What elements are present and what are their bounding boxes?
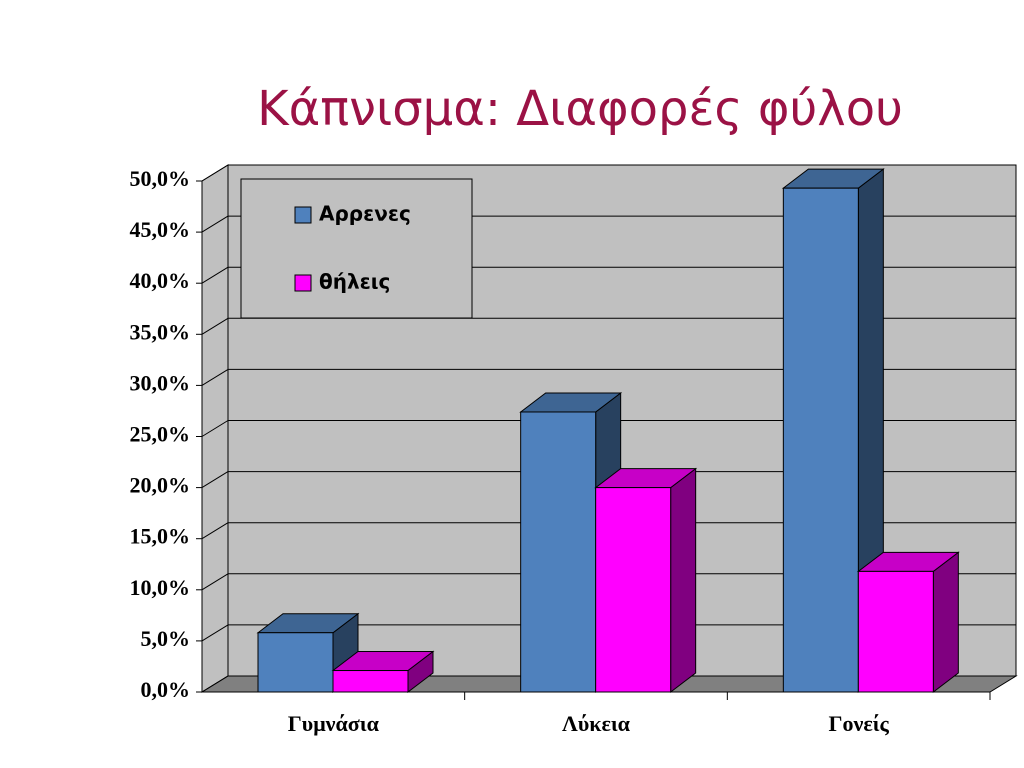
legend-label: Αρρενες — [319, 202, 411, 226]
bar — [520, 411, 597, 693]
y-tick-label: 40,0% — [130, 268, 191, 293]
grid-line — [201, 215, 229, 233]
grid-line — [201, 164, 229, 182]
legend-box — [240, 178, 473, 319]
legend-label: θήλεις — [319, 270, 390, 294]
x-tick-label: Γονείς — [829, 711, 890, 736]
grid-line — [201, 317, 229, 335]
y-tick-label: 25,0% — [130, 422, 191, 447]
grid-line — [201, 675, 229, 693]
grid-line — [201, 420, 229, 437]
grid-line — [201, 368, 229, 386]
bar — [332, 670, 409, 693]
grid-line — [201, 624, 229, 642]
bar-side — [670, 467, 697, 694]
y-tick-label: 30,0% — [130, 370, 191, 395]
grid-line — [201, 471, 229, 489]
y-tick-label: 5,0% — [141, 626, 191, 651]
grid-line — [201, 522, 229, 540]
y-tick-label: 10,0% — [130, 575, 191, 600]
bar — [782, 187, 859, 693]
x-tick-label: Λύκεια — [562, 711, 631, 736]
y-tick-label: 35,0% — [130, 319, 191, 344]
y-tick-label: 0,0% — [141, 677, 191, 702]
y-tick-label: 45,0% — [130, 217, 191, 242]
x-tick-label: Γυμνάσια — [288, 711, 380, 736]
bar-side — [932, 551, 959, 694]
y-tick-label: 20,0% — [130, 473, 191, 498]
grid-line — [201, 266, 229, 284]
bar — [257, 632, 334, 693]
chart-title: Κάπνισμα: Διαφορές φύλου — [257, 81, 903, 137]
legend-swatch — [294, 274, 312, 292]
y-tick-label: 15,0% — [130, 524, 191, 549]
bar — [857, 570, 934, 693]
grid-line — [201, 573, 229, 591]
legend-swatch — [294, 206, 312, 224]
y-tick-label: 50,0% — [130, 166, 191, 191]
bar — [595, 487, 672, 693]
